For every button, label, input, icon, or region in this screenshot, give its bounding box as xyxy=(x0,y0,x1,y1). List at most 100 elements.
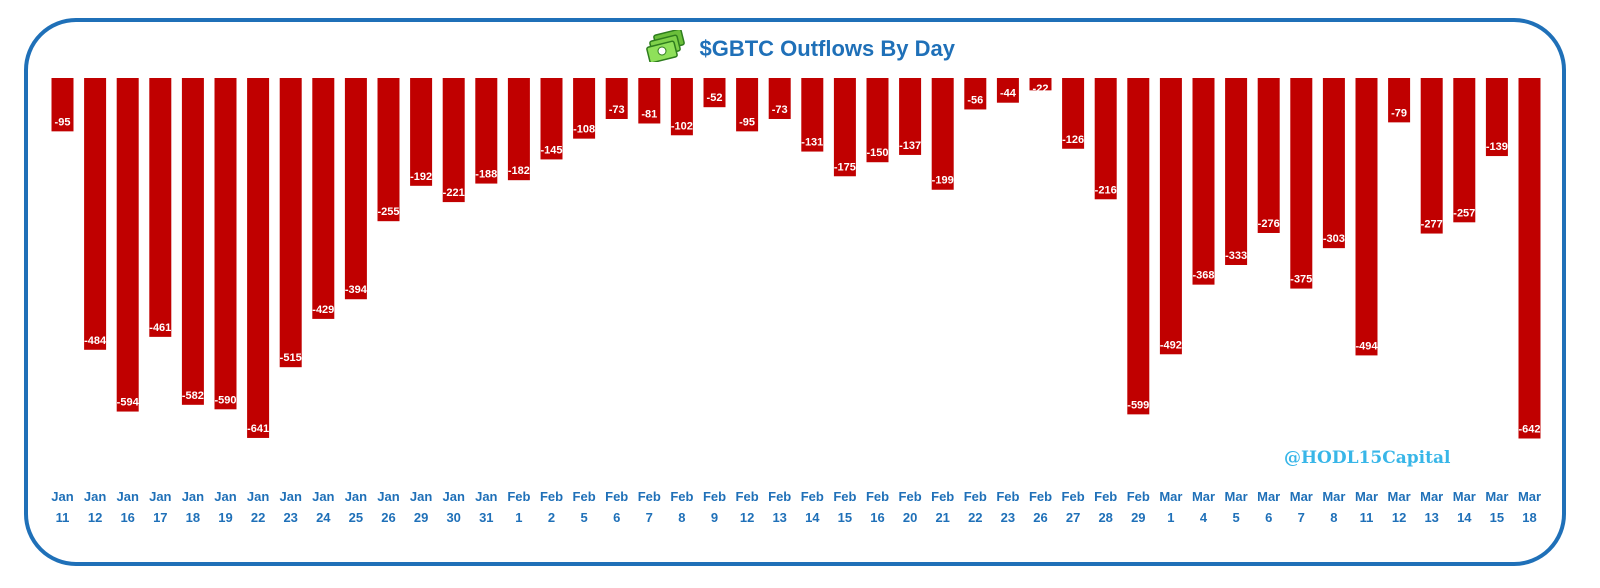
data-label: -461 xyxy=(149,322,171,334)
data-label: -582 xyxy=(182,390,204,402)
data-label: -52 xyxy=(707,92,723,104)
x-tick-month: Jan xyxy=(475,489,497,504)
data-label: -394 xyxy=(345,284,368,296)
x-tick-day: 29 xyxy=(1131,510,1145,525)
x-tick-month: Feb xyxy=(670,489,693,504)
x-tick-day: 12 xyxy=(1392,510,1406,525)
x-tick-day: 2 xyxy=(548,510,555,525)
bar xyxy=(1094,78,1117,200)
x-tick-day: 26 xyxy=(1033,510,1047,525)
x-tick-month: Jan xyxy=(377,489,399,504)
x-tick-month: Mar xyxy=(1192,489,1215,504)
bar xyxy=(507,78,530,181)
x-tick-month: Mar xyxy=(1225,489,1248,504)
x-tick-day: 28 xyxy=(1098,510,1112,525)
x-tick-month: Mar xyxy=(1355,489,1378,504)
bar xyxy=(149,78,172,337)
x-tick-day: 29 xyxy=(414,510,428,525)
bar xyxy=(344,78,367,300)
bar xyxy=(703,78,726,108)
x-tick-month: Feb xyxy=(801,489,824,504)
x-tick-month: Feb xyxy=(507,489,530,504)
bar xyxy=(1192,78,1215,285)
data-label: -303 xyxy=(1323,233,1345,245)
x-tick-month: Mar xyxy=(1518,489,1541,504)
data-label: -175 xyxy=(834,161,856,173)
data-label: -44 xyxy=(1000,88,1017,100)
data-label: -642 xyxy=(1518,424,1540,436)
bar xyxy=(833,78,856,177)
data-label: -79 xyxy=(1391,107,1407,119)
bar xyxy=(51,78,74,132)
x-tick-month: Mar xyxy=(1290,489,1313,504)
bar xyxy=(1485,78,1508,157)
x-tick-month: Jan xyxy=(410,489,432,504)
x-tick-day: 7 xyxy=(1298,510,1305,525)
data-label: -73 xyxy=(609,104,625,116)
data-label: -126 xyxy=(1062,134,1084,146)
bar xyxy=(1420,78,1443,234)
data-label: -137 xyxy=(899,140,921,152)
x-tick-month: Jan xyxy=(182,489,204,504)
data-label: -192 xyxy=(410,171,432,183)
x-tick-month: Feb xyxy=(899,489,922,504)
bar xyxy=(899,78,922,155)
x-tick-day: 26 xyxy=(381,510,395,525)
x-tick-day: 22 xyxy=(968,510,982,525)
data-label: -221 xyxy=(443,187,465,199)
data-label: -182 xyxy=(508,165,530,177)
x-tick-month: Mar xyxy=(1420,489,1443,504)
data-label: -188 xyxy=(475,169,497,181)
x-tick-day: 5 xyxy=(1232,510,1239,525)
bar xyxy=(931,78,954,190)
data-label: -590 xyxy=(214,394,236,406)
bar xyxy=(736,78,759,132)
bar xyxy=(475,78,498,184)
x-tick-month: Feb xyxy=(1127,489,1150,504)
bar xyxy=(279,78,302,368)
x-tick-month: Feb xyxy=(768,489,791,504)
bar xyxy=(116,78,139,412)
x-tick-month: Jan xyxy=(84,489,106,504)
bar xyxy=(1388,78,1411,123)
x-tick-day: 11 xyxy=(1360,510,1374,525)
x-tick-month: Feb xyxy=(1029,489,1052,504)
data-label: -81 xyxy=(641,108,657,120)
bar xyxy=(377,78,400,222)
x-tick-month: Mar xyxy=(1485,489,1508,504)
x-tick-day: 14 xyxy=(805,510,820,525)
x-tick-month: Jan xyxy=(149,489,171,504)
x-tick-day: 16 xyxy=(120,510,134,525)
data-label: -95 xyxy=(739,116,755,128)
x-tick-month: Jan xyxy=(442,489,464,504)
bar xyxy=(670,78,693,136)
chart-title: $GBTC Outflows By Day xyxy=(699,35,955,61)
x-tick-month: Mar xyxy=(1159,489,1182,504)
data-label: -145 xyxy=(540,144,562,156)
data-label: -492 xyxy=(1160,339,1182,351)
data-label: -494 xyxy=(1355,340,1378,352)
data-label: -95 xyxy=(55,116,71,128)
x-tick-day: 23 xyxy=(283,510,297,525)
data-label: -333 xyxy=(1225,250,1247,262)
x-tick-month: Feb xyxy=(540,489,563,504)
bar xyxy=(1518,78,1541,439)
data-label: -277 xyxy=(1421,219,1443,231)
x-tick-day: 8 xyxy=(678,510,685,525)
data-label: -139 xyxy=(1486,141,1508,153)
data-label: -515 xyxy=(280,352,302,364)
data-label: -255 xyxy=(377,206,399,218)
bar xyxy=(1062,78,1085,149)
x-tick-month: Feb xyxy=(736,489,759,504)
data-label: -594 xyxy=(117,397,140,409)
x-tick-day: 16 xyxy=(870,510,884,525)
x-tick-month: Feb xyxy=(931,489,954,504)
data-label: -131 xyxy=(801,137,823,149)
bar xyxy=(605,78,628,119)
bar xyxy=(540,78,563,160)
x-tick-month: Mar xyxy=(1257,489,1280,504)
x-tick-day: 14 xyxy=(1457,510,1472,525)
x-tick-day: 4 xyxy=(1200,510,1208,525)
watermark: @HODL15Capital xyxy=(1284,448,1451,468)
